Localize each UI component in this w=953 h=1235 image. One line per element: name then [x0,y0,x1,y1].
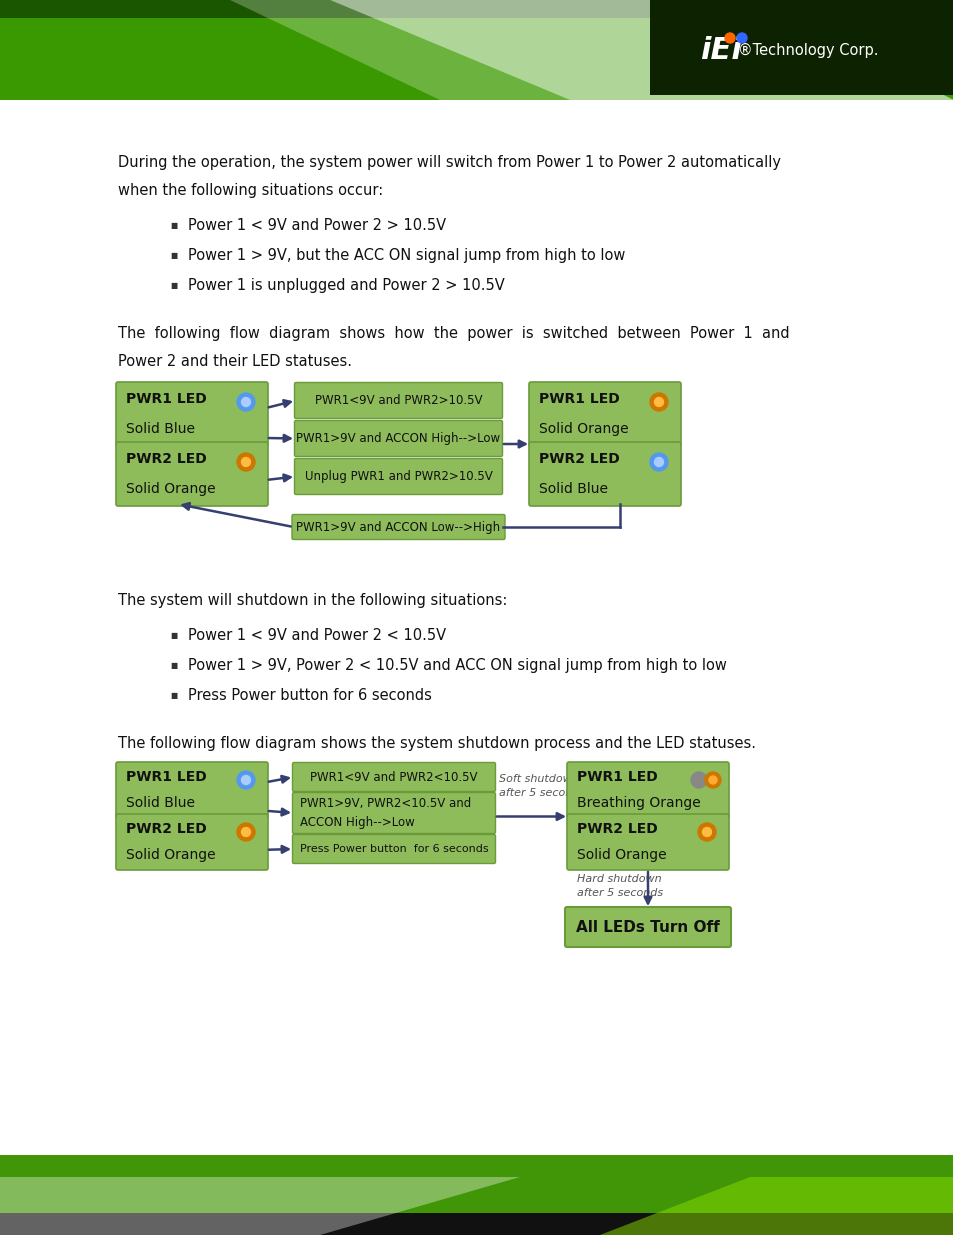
Text: ■: ■ [170,251,177,259]
Text: PWR2 LED: PWR2 LED [577,823,657,836]
Text: Solid Orange: Solid Orange [126,848,215,862]
FancyBboxPatch shape [294,458,502,494]
Bar [0,0,953,100]
Text: PWR2 LED: PWR2 LED [538,452,619,466]
Bar [0,0,953,100]
FancyBboxPatch shape [529,382,680,446]
Text: ■: ■ [170,690,177,699]
Circle shape [241,398,251,406]
Circle shape [649,393,667,411]
FancyBboxPatch shape [293,762,495,792]
Text: PWR2 LED: PWR2 LED [126,452,207,466]
Text: Power 1 < 9V and Power 2 < 10.5V: Power 1 < 9V and Power 2 < 10.5V [188,629,446,643]
Circle shape [236,823,254,841]
Text: Power 2 and their LED statuses.: Power 2 and their LED statuses. [118,354,352,369]
Text: Power 1 > 9V, Power 2 < 10.5V and ACC ON signal jump from high to low: Power 1 > 9V, Power 2 < 10.5V and ACC ON… [188,658,726,673]
Circle shape [724,33,734,43]
Text: Hard shutdown: Hard shutdown [577,874,661,884]
Circle shape [649,453,667,471]
FancyBboxPatch shape [566,762,728,818]
FancyBboxPatch shape [294,383,502,419]
FancyBboxPatch shape [529,442,680,506]
FancyBboxPatch shape [293,835,495,863]
Circle shape [654,457,662,467]
Text: Press Power button  for 6 seconds: Press Power button for 6 seconds [299,844,488,853]
Circle shape [654,398,662,406]
Circle shape [236,771,254,789]
Text: PWR1>9V and ACCON High-->Low: PWR1>9V and ACCON High-->Low [296,432,500,445]
Bar [0,0,953,19]
Polygon shape [230,0,569,100]
Circle shape [236,453,254,471]
FancyBboxPatch shape [294,420,502,457]
Text: ■: ■ [170,631,177,640]
Text: The system will shutdown in the following situations:: The system will shutdown in the followin… [118,593,507,608]
Text: Solid Orange: Solid Orange [126,482,215,496]
Polygon shape [0,1177,519,1235]
Text: ®Technology Corp.: ®Technology Corp. [738,42,878,58]
Bar [0,1155,953,1235]
Text: The following flow diagram shows the system shutdown process and the LED statuse: The following flow diagram shows the sys… [118,736,755,751]
Text: iEi: iEi [700,36,741,64]
Text: Breathing Orange: Breathing Orange [577,797,700,810]
Text: Solid Blue: Solid Blue [126,422,194,436]
Bar [649,0,953,95]
Text: Power 1 > 9V, but the ACC ON signal jump from high to low: Power 1 > 9V, but the ACC ON signal jump… [188,248,625,263]
Text: PWR1 LED: PWR1 LED [577,769,657,784]
Circle shape [236,393,254,411]
Bar [0,1155,953,1235]
Circle shape [241,457,251,467]
Text: Solid Blue: Solid Blue [538,482,607,496]
Text: PWR1<9V and PWR2<10.5V: PWR1<9V and PWR2<10.5V [310,771,477,783]
Circle shape [241,776,251,784]
Polygon shape [330,0,953,100]
Text: PWR2 LED: PWR2 LED [126,823,207,836]
Text: PWR1 LED: PWR1 LED [126,769,207,784]
Text: During the operation, the system power will switch from Power 1 to Power 2 autom: During the operation, the system power w… [118,156,781,170]
Circle shape [701,827,711,836]
Bar [0,1213,953,1235]
FancyBboxPatch shape [116,814,268,869]
Circle shape [698,823,716,841]
FancyBboxPatch shape [116,382,268,446]
Text: ACCON High-->Low: ACCON High-->Low [299,816,415,829]
Text: PWR1<9V and PWR2>10.5V: PWR1<9V and PWR2>10.5V [314,394,482,408]
FancyBboxPatch shape [292,515,504,540]
Circle shape [737,33,746,43]
Text: PWR1>9V and ACCON Low-->High: PWR1>9V and ACCON Low-->High [296,520,500,534]
FancyBboxPatch shape [564,906,730,947]
Text: Unplug PWR1 and PWR2>10.5V: Unplug PWR1 and PWR2>10.5V [304,471,492,483]
Text: after 5 seconds: after 5 seconds [498,788,584,798]
FancyBboxPatch shape [293,793,495,834]
Text: Solid Orange: Solid Orange [577,848,666,862]
Text: ■: ■ [170,661,177,669]
Text: Solid Blue: Solid Blue [126,797,194,810]
Text: Power 1 < 9V and Power 2 > 10.5V: Power 1 < 9V and Power 2 > 10.5V [188,219,446,233]
Polygon shape [599,1177,953,1235]
Text: The  following  flow  diagram  shows  how  the  power  is  switched  between  Po: The following flow diagram shows how the… [118,326,789,341]
Text: PWR1 LED: PWR1 LED [126,391,207,406]
Circle shape [241,827,251,836]
Circle shape [690,772,706,788]
Text: Power 1 is unplugged and Power 2 > 10.5V: Power 1 is unplugged and Power 2 > 10.5V [188,278,504,293]
Text: Press Power button for 6 seconds: Press Power button for 6 seconds [188,688,432,703]
Text: PWR1>9V, PWR2<10.5V and: PWR1>9V, PWR2<10.5V and [299,797,471,810]
Text: All LEDs Turn Off: All LEDs Turn Off [576,920,720,935]
Circle shape [704,772,720,788]
Text: Solid Orange: Solid Orange [538,422,628,436]
FancyBboxPatch shape [566,814,728,869]
Text: ■: ■ [170,280,177,289]
Text: Soft shutdown: Soft shutdown [498,774,578,784]
Circle shape [708,776,717,784]
FancyBboxPatch shape [116,442,268,506]
Text: when the following situations occur:: when the following situations occur: [118,183,383,198]
Text: after 5 seconds: after 5 seconds [577,888,662,898]
Text: PWR1 LED: PWR1 LED [538,391,619,406]
Text: ■: ■ [170,221,177,230]
FancyBboxPatch shape [116,762,268,818]
